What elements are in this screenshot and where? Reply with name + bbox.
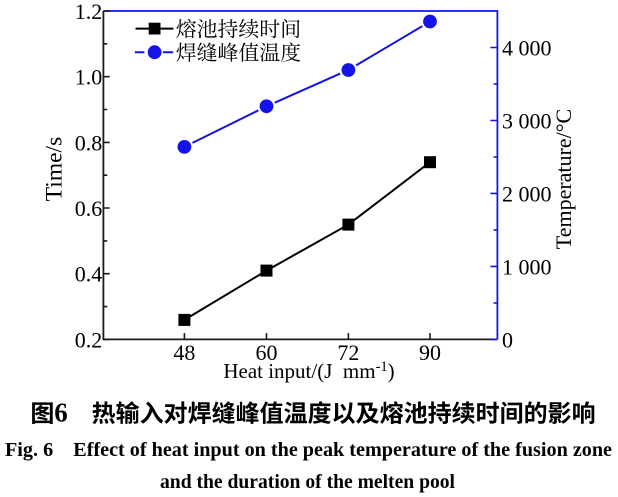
svg-text:0.8: 0.8 <box>75 130 103 155</box>
svg-text:1.0: 1.0 <box>75 65 103 90</box>
svg-text:0.2: 0.2 <box>75 327 103 352</box>
svg-text:0.6: 0.6 <box>75 196 103 221</box>
svg-text:1 000: 1 000 <box>502 254 552 279</box>
svg-text:0: 0 <box>502 327 513 352</box>
svg-text:Fig. 6 Effect of heat input: Fig. 6 Effect of heat input on the peak … <box>5 439 612 461</box>
svg-text:0.4: 0.4 <box>75 262 103 287</box>
svg-text:90: 90 <box>419 340 441 365</box>
svg-text:4 000: 4 000 <box>502 36 552 61</box>
svg-text:Heat input/(J mm-1): Heat input/(J mm-1) <box>223 359 394 383</box>
svg-text:and the duration of the melten: and the duration of the melten pool <box>160 471 455 493</box>
svg-text:60: 60 <box>256 340 278 365</box>
svg-text:6: 6 <box>54 398 67 428</box>
svg-text:2 000: 2 000 <box>502 181 552 206</box>
svg-text:1.2: 1.2 <box>75 0 103 24</box>
svg-text:Temperature/°C: Temperature/°C <box>551 109 576 249</box>
svg-text:72: 72 <box>337 340 359 365</box>
svg-text:48: 48 <box>173 340 195 365</box>
svg-text:Time/s: Time/s <box>42 137 68 201</box>
svg-text:3 000: 3 000 <box>502 109 552 134</box>
